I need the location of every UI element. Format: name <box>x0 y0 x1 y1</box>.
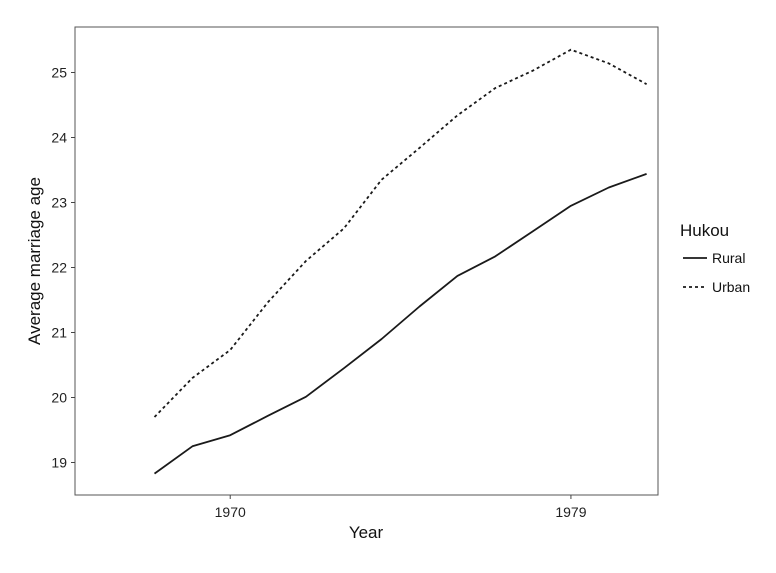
y-tick-label: 19 <box>51 455 67 471</box>
legend-label-rural: Rural <box>712 250 745 266</box>
legend: Hukou Rural Urban <box>680 221 750 295</box>
plot-panel <box>74 26 659 496</box>
y-axis-title: Average marriage age <box>25 177 44 345</box>
x-axis: 1970 1979 <box>215 495 587 520</box>
x-axis-title: Year <box>349 523 384 542</box>
y-tick-label: 22 <box>51 260 67 276</box>
series-line-rural <box>153 173 647 475</box>
series-layer <box>153 48 648 475</box>
y-tick-label: 23 <box>51 195 67 211</box>
series-line-urban <box>153 48 648 418</box>
x-tick-label: 1979 <box>555 504 586 520</box>
x-tick-label: 1970 <box>215 504 246 520</box>
y-axis: 19 20 21 22 23 24 25 <box>51 65 75 471</box>
y-tick-label: 24 <box>51 130 67 146</box>
legend-title: Hukou <box>680 221 729 240</box>
legend-label-urban: Urban <box>712 279 750 295</box>
y-tick-label: 21 <box>51 325 67 341</box>
y-tick-label: 25 <box>51 65 67 81</box>
y-tick-label: 20 <box>51 390 67 406</box>
